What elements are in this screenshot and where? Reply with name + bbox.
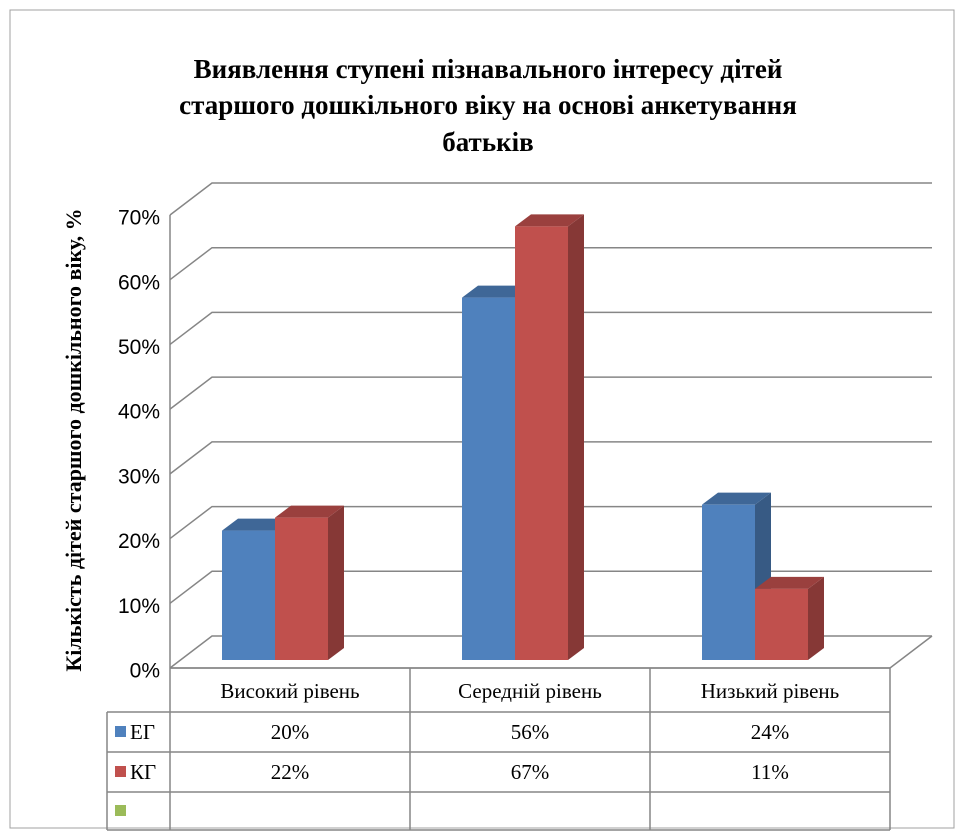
bar [515,226,568,660]
bar-top [222,518,291,531]
grid-line [169,635,932,669]
bar-side [568,214,584,660]
table-value: 20% [271,720,310,744]
legend-swatch [115,805,126,816]
grid-line [169,505,932,540]
table-value: 22% [271,760,310,784]
y-tick-label: 50% [118,336,160,359]
bar-side [808,576,824,660]
table-value: 11% [751,760,789,784]
chart-title: Виявлення ступені пізнавального інтересу… [179,54,797,157]
table-category: Високий рівень [220,679,359,703]
legend-swatch [115,766,126,777]
bar-top [275,505,344,518]
y-axis-label: Кількість дітей старшого дошкільного вік… [61,208,86,671]
bar [275,517,328,660]
y-tick-label: 60% [118,271,160,294]
y-tick-label: 40% [118,401,160,424]
title-line: батьків [442,127,533,157]
table-value: 56% [511,720,550,744]
y-tick-label: 10% [118,595,160,618]
title-line: старшого дошкільного віку на основі анке… [179,90,797,120]
bar-top [462,285,531,298]
bar-top [515,214,584,227]
bar [462,297,515,660]
grid-line [169,182,932,216]
y-tick-label: 20% [118,530,160,553]
bar-top [755,576,824,589]
bar-side [328,505,344,660]
bar [755,588,808,660]
grid-line [169,570,932,604]
legend-swatch [115,726,126,737]
legend-label: ЕГ [130,720,155,744]
grid-line [169,376,932,410]
legend-label: КГ [130,760,156,784]
grid-line [169,311,932,346]
grid-line [169,246,932,281]
y-tick-label: 70% [118,207,160,230]
bar [222,530,275,660]
table-value: 24% [751,720,790,744]
bar-top [702,492,771,505]
table-category: Середній рівень [458,679,602,703]
title-line: Виявлення ступені пізнавального інтересу… [194,54,783,84]
y-tick-label: 30% [118,465,160,488]
y-tick-label: 0% [130,660,160,683]
table-value: 67% [511,760,550,784]
table-category: Низький рівень [701,679,839,703]
grid-line [169,441,932,475]
bar [702,504,755,660]
